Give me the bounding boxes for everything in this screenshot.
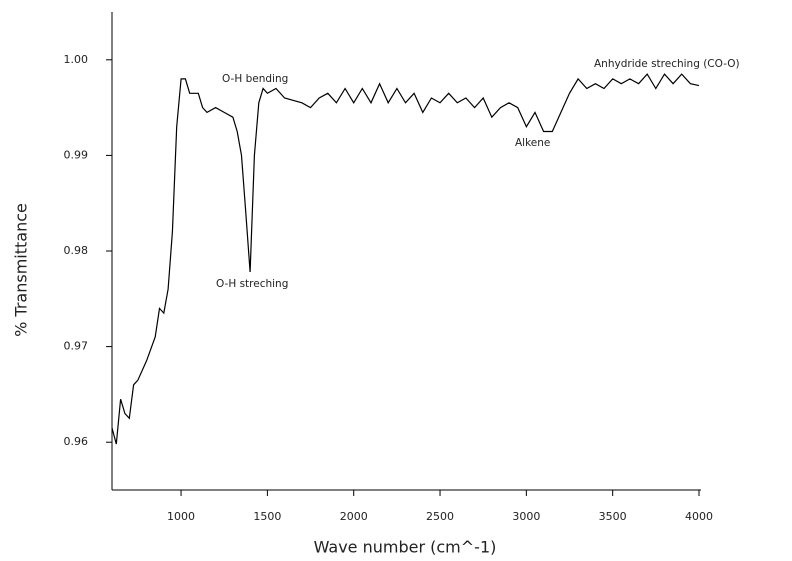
y-tick-label: 0.98 [64, 244, 89, 257]
x-tick-label: 4000 [685, 510, 713, 523]
spectrum-line [111, 73, 700, 445]
x-tick-label: 1500 [253, 510, 281, 523]
annotation: Anhydride streching (CO-O) [594, 58, 740, 70]
x-tick-label: 3000 [512, 510, 540, 523]
x-axis-title: Wave number (cm^-1) [314, 538, 497, 557]
y-tick-label: 0.97 [64, 340, 89, 353]
x-tick-label: 2000 [340, 510, 368, 523]
x-tick-label: 3500 [599, 510, 627, 523]
x-tick-label: 1000 [167, 510, 195, 523]
y-tick-label: 0.96 [64, 435, 89, 448]
y-tick-label: 1.00 [64, 53, 89, 66]
x-tick-label: 2500 [426, 510, 454, 523]
annotation: O-H bending [222, 73, 288, 85]
y-axis-title: % Transmittance [12, 203, 31, 337]
annotation: Alkene [515, 137, 550, 149]
y-tick-label: 0.99 [64, 148, 89, 161]
annotation: O-H streching [216, 278, 288, 290]
